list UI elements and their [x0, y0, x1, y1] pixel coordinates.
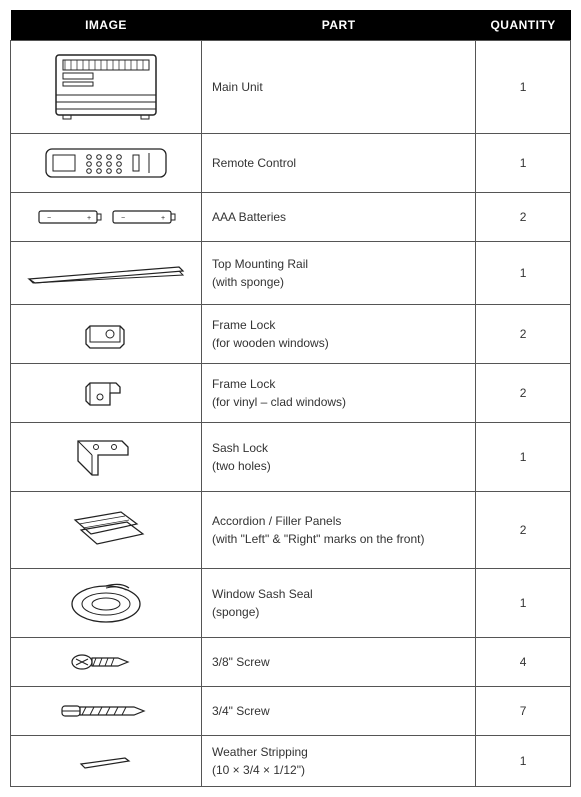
part-quantity: 7: [476, 687, 571, 736]
table-row: 3/4" Screw 7: [11, 687, 571, 736]
part-description: Weather Stripping(10 × 3/4 × 1/12"): [202, 736, 476, 787]
part-description: 3/8" Screw: [202, 638, 476, 687]
part-description: 3/4" Screw: [202, 687, 476, 736]
part-name: 3/4" Screw: [212, 702, 465, 720]
part-image: [11, 492, 202, 569]
part-note: (with sponge): [212, 273, 465, 291]
part-description: Accordion / Filler Panels(with "Left" & …: [202, 492, 476, 569]
table-row: Weather Stripping(10 × 3/4 × 1/12")1: [11, 736, 571, 787]
header-part: PART: [202, 10, 476, 41]
part-note: (10 × 3/4 × 1/12"): [212, 761, 465, 779]
table-row: Accordion / Filler Panels(with "Left" & …: [11, 492, 571, 569]
part-image: [11, 41, 202, 134]
part-quantity: 1: [476, 134, 571, 193]
part-quantity: 1: [476, 569, 571, 638]
parts-table: IMAGE PART QUANTITY Main Unit 1: [10, 10, 571, 787]
part-name: 3/8" Screw: [212, 653, 465, 671]
table-row: Frame Lock(for wooden windows)2: [11, 305, 571, 364]
part-image: [11, 687, 202, 736]
table-row: Sash Lock(two holes)1: [11, 423, 571, 492]
table-row: Remote Control 1: [11, 134, 571, 193]
table-row: 3/8" Screw 4: [11, 638, 571, 687]
table-row: Frame Lock(for vinyl – clad windows)2: [11, 364, 571, 423]
part-description: Main Unit: [202, 41, 476, 134]
svg-text:−: −: [47, 215, 51, 222]
part-quantity: 1: [476, 242, 571, 305]
part-note: (for vinyl – clad windows): [212, 393, 465, 411]
svg-text:−: −: [121, 215, 125, 222]
part-name: Top Mounting Rail: [212, 255, 465, 273]
part-note: (with "Left" & "Right" marks on the fron…: [212, 530, 465, 548]
part-image: − + − +: [11, 193, 202, 242]
part-quantity: 1: [476, 736, 571, 787]
part-quantity: 1: [476, 423, 571, 492]
part-image: [11, 305, 202, 364]
part-image: [11, 569, 202, 638]
part-description: Remote Control: [202, 134, 476, 193]
part-description: Frame Lock(for vinyl – clad windows): [202, 364, 476, 423]
part-image: [11, 736, 202, 787]
part-quantity: 4: [476, 638, 571, 687]
part-image: [11, 423, 202, 492]
part-name: Remote Control: [212, 154, 465, 172]
part-note: (sponge): [212, 603, 465, 621]
part-name: Sash Lock: [212, 439, 465, 457]
table-row: Main Unit 1: [11, 41, 571, 134]
table-row: Window Sash Seal(sponge)1: [11, 569, 571, 638]
part-image: [11, 242, 202, 305]
part-note: (two holes): [212, 457, 465, 475]
part-name: Weather Stripping: [212, 743, 465, 761]
part-name: Frame Lock: [212, 316, 465, 334]
header-image: IMAGE: [11, 10, 202, 41]
svg-text:+: +: [161, 215, 165, 222]
part-name: AAA Batteries: [212, 208, 465, 226]
part-description: Frame Lock(for wooden windows): [202, 305, 476, 364]
part-quantity: 2: [476, 492, 571, 569]
part-quantity: 1: [476, 41, 571, 134]
part-name: Window Sash Seal: [212, 585, 465, 603]
part-quantity: 2: [476, 193, 571, 242]
part-description: Window Sash Seal(sponge): [202, 569, 476, 638]
part-name: Accordion / Filler Panels: [212, 512, 465, 530]
part-name: Frame Lock: [212, 375, 465, 393]
table-row: − + − + AAA Batteries 2: [11, 193, 571, 242]
part-quantity: 2: [476, 364, 571, 423]
part-image: [11, 364, 202, 423]
part-image: [11, 638, 202, 687]
svg-text:+: +: [87, 215, 91, 222]
header-qty: QUANTITY: [476, 10, 571, 41]
part-name: Main Unit: [212, 78, 465, 96]
part-description: Sash Lock(two holes): [202, 423, 476, 492]
part-note: (for wooden windows): [212, 334, 465, 352]
part-description: Top Mounting Rail(with sponge): [202, 242, 476, 305]
table-row: Top Mounting Rail(with sponge)1: [11, 242, 571, 305]
part-description: AAA Batteries: [202, 193, 476, 242]
part-quantity: 2: [476, 305, 571, 364]
part-image: [11, 134, 202, 193]
